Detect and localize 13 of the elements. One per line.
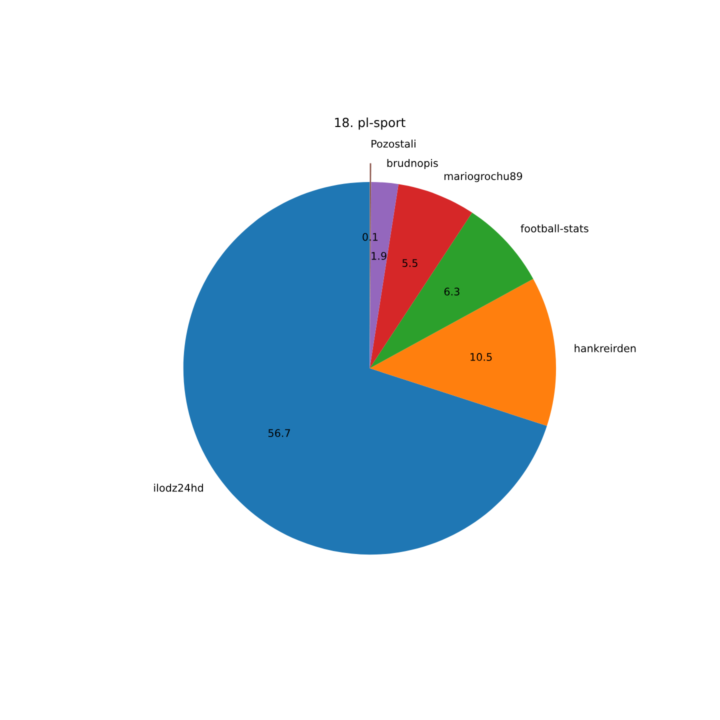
slice-label: ilodz24hd xyxy=(154,484,203,492)
data-label: 1.9 xyxy=(372,252,386,260)
slice-label: brudnopis xyxy=(387,158,438,170)
data-label: 56.7 xyxy=(268,429,290,438)
data-label: 5.5 xyxy=(402,259,418,268)
slice-label: football-stats xyxy=(520,224,588,232)
slice-label: Pozostali xyxy=(372,140,416,148)
chart-title: 18. pl-sport xyxy=(335,118,406,130)
data-label: 10.5 xyxy=(470,353,492,361)
slice-label: hankreirden xyxy=(574,344,636,352)
data-label: 0.1 xyxy=(362,232,378,241)
data-label: 6.3 xyxy=(444,288,460,296)
slice-label: mariogrochu89 xyxy=(444,172,522,182)
